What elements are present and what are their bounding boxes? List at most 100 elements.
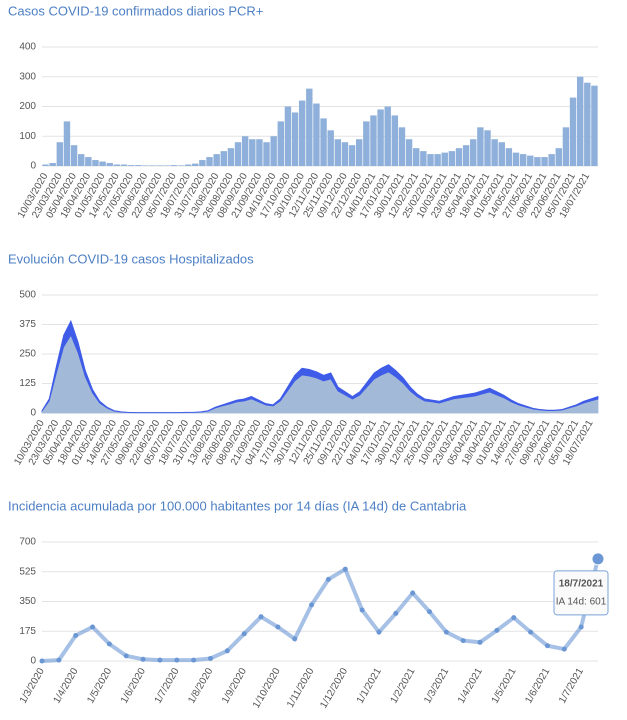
x-tick-label: 1/1/2021 (355, 666, 384, 706)
bar (99, 161, 106, 166)
point (309, 602, 315, 608)
point (56, 657, 62, 663)
bar (591, 85, 598, 166)
bar (327, 130, 334, 166)
y-tick-label: 0 (30, 161, 36, 172)
x-tick-label: 1/10/2020 (251, 666, 283, 710)
chart: Incidencia acumulada por 100.000 habitan… (8, 498, 609, 710)
bar (527, 155, 534, 166)
bar (370, 115, 377, 166)
chart-title: Evolución COVID-19 casos Hospitalizados (8, 251, 254, 266)
point (106, 641, 112, 647)
x-tick-label: 1/3/2021 (422, 666, 451, 706)
bar (548, 154, 555, 166)
bar (498, 142, 505, 166)
bar (541, 157, 548, 166)
point (561, 646, 567, 652)
bar (505, 148, 513, 166)
y-tick-label: 0 (30, 408, 36, 419)
point (275, 624, 281, 630)
chart: Evolución COVID-19 casos Hospitalizados 0… (8, 251, 599, 467)
bar (220, 151, 227, 166)
bar (491, 139, 498, 166)
bar (199, 160, 206, 166)
point (544, 643, 550, 649)
bar (534, 157, 541, 166)
point (578, 624, 584, 630)
point (494, 627, 500, 633)
point (443, 629, 449, 635)
point (292, 636, 298, 642)
bar (398, 127, 406, 166)
bar (284, 106, 292, 166)
point (376, 629, 382, 635)
bar (291, 112, 299, 166)
bar (270, 136, 277, 166)
bar (263, 142, 270, 166)
chart-title: Casos COVID-19 confirmados diarios PCR+ (8, 3, 263, 18)
bar (341, 142, 349, 166)
bar (106, 163, 113, 166)
bar (391, 115, 399, 166)
y-tick-label: 500 (19, 290, 36, 301)
tooltip (553, 570, 609, 616)
bar (306, 88, 313, 166)
bar (42, 164, 49, 166)
point (427, 609, 433, 615)
x-tick-label: 1/4/2020 (52, 666, 81, 706)
x-tick-label: 1/6/2020 (119, 666, 148, 706)
bar (277, 121, 285, 166)
y-tick-label: 0 (30, 656, 36, 667)
chart: Casos COVID-19 confirmados diarios PCR+ 0… (8, 3, 598, 220)
bar (313, 103, 320, 166)
bar (569, 97, 577, 166)
point (140, 656, 146, 662)
bar (555, 148, 563, 166)
bar (427, 154, 434, 166)
y-tick-label: 300 (19, 71, 36, 82)
point (325, 576, 331, 582)
bar (56, 142, 64, 166)
x-tick-label: 1/4/2021 (456, 666, 485, 706)
bar (584, 82, 591, 166)
bar (163, 165, 170, 166)
bar (142, 165, 149, 166)
bar (63, 121, 71, 166)
x-tick-label: 1/2/2021 (389, 666, 418, 706)
point (258, 614, 264, 620)
x-tick-label: 1/3/2020 (18, 666, 47, 706)
area (41, 319, 599, 414)
bar (434, 154, 441, 166)
y-tick-label: 700 (19, 537, 36, 548)
bar (320, 118, 327, 166)
bar (149, 165, 156, 166)
point (410, 590, 416, 596)
bar (334, 139, 342, 166)
bar (420, 151, 427, 166)
point (591, 552, 605, 566)
bar (413, 148, 420, 166)
bar (85, 157, 92, 166)
y-tick-label: 350 (19, 596, 36, 607)
bar (348, 145, 356, 166)
y-tick-label: 175 (19, 626, 36, 637)
x-tick-label: 1/12/2020 (318, 666, 350, 710)
bar (298, 100, 306, 166)
bar (355, 139, 363, 166)
point (157, 657, 163, 663)
point (528, 629, 534, 635)
bar (213, 154, 220, 166)
x-tick-label: 1/5/2020 (85, 666, 114, 706)
bar (519, 154, 527, 166)
bar (241, 136, 249, 166)
bar (184, 164, 192, 166)
bar (249, 139, 256, 166)
point (393, 610, 399, 616)
bar (441, 152, 448, 166)
bar (192, 163, 199, 166)
bar (92, 160, 99, 166)
bar (455, 148, 463, 166)
bar (113, 164, 121, 166)
bar (156, 165, 163, 166)
point (342, 566, 348, 572)
